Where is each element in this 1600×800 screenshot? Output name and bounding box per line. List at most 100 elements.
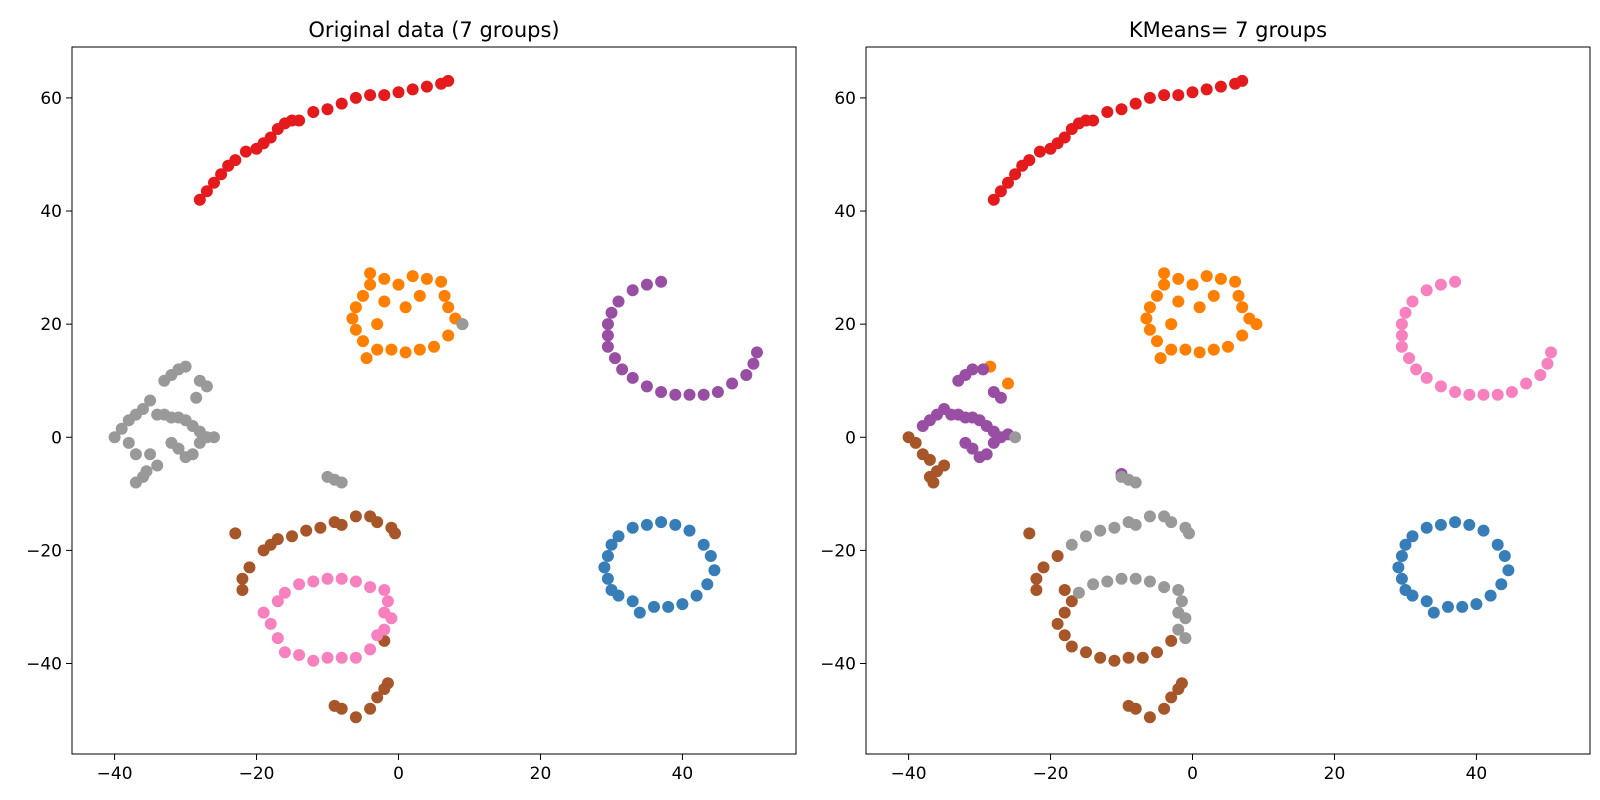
data-point: [1420, 284, 1433, 297]
x-tick-label: 40: [1466, 764, 1488, 784]
data-point: [1232, 289, 1245, 302]
data-point: [1449, 386, 1462, 398]
data-point: [442, 301, 455, 314]
data-point: [165, 436, 178, 449]
data-point: [1236, 329, 1249, 342]
x-tick-label: −40: [97, 764, 133, 784]
data-point: [321, 572, 334, 585]
data-point: [1129, 97, 1142, 110]
data-point: [1420, 595, 1433, 608]
data-point: [1058, 584, 1071, 596]
data-point: [413, 289, 426, 302]
y-tick-label: 60: [40, 89, 62, 109]
data-point: [1072, 586, 1085, 599]
data-point: [1193, 346, 1206, 359]
data-point: [977, 363, 990, 376]
data-point: [640, 518, 653, 531]
data-point: [711, 386, 724, 398]
data-point: [349, 510, 362, 523]
data-point: [923, 453, 936, 466]
data-point: [108, 431, 121, 444]
x-tick-label: 20: [530, 764, 552, 784]
data-point: [1122, 651, 1135, 664]
data-point: [1395, 572, 1408, 585]
data-point: [1463, 518, 1476, 531]
data-point: [364, 643, 377, 656]
data-point: [1399, 306, 1412, 319]
data-point: [364, 581, 377, 594]
data-point: [1427, 606, 1440, 619]
data-point: [357, 335, 369, 348]
data-point: [605, 538, 618, 551]
data-point: [683, 388, 696, 401]
data-point: [1175, 595, 1188, 608]
y-tick-label: −40: [26, 655, 62, 675]
data-point: [257, 137, 270, 150]
data-point: [747, 357, 760, 370]
data-point: [994, 185, 1007, 198]
data-point: [1491, 388, 1504, 401]
data-point: [1094, 651, 1107, 664]
data-point: [612, 530, 625, 543]
data-point: [1186, 278, 1199, 291]
data-point: [626, 595, 639, 608]
data-point: [321, 651, 334, 664]
x-tick-label: −20: [239, 764, 275, 784]
data-point: [1207, 343, 1220, 356]
data-point: [1434, 278, 1447, 291]
data-point: [278, 586, 291, 599]
data-point: [616, 363, 629, 376]
data-point: [1154, 352, 1167, 365]
data-point: [1023, 154, 1036, 167]
data-point: [1129, 702, 1142, 715]
data-point: [371, 318, 384, 331]
data-point: [208, 431, 220, 444]
y-tick-label: −20: [820, 541, 856, 561]
data-point: [137, 403, 149, 415]
data-point: [442, 74, 455, 87]
data-point: [392, 278, 405, 291]
data-point: [609, 352, 621, 365]
data-point: [193, 436, 206, 449]
data-point: [314, 521, 327, 534]
data-point: [1009, 168, 1022, 181]
data-point: [1172, 584, 1185, 596]
data-point: [1094, 524, 1107, 537]
data-point: [676, 598, 689, 611]
data-point: [1434, 518, 1447, 531]
data-point: [1410, 363, 1423, 376]
data-point: [1051, 617, 1064, 630]
data-point: [190, 391, 203, 404]
x-tick-label: −40: [891, 764, 927, 784]
y-tick-label: 0: [51, 428, 62, 448]
data-point: [346, 312, 359, 325]
data-point: [1395, 318, 1408, 331]
data-point: [381, 677, 394, 690]
points-group: [108, 74, 763, 724]
data-point: [378, 89, 391, 102]
data-point: [1058, 629, 1071, 642]
data-point: [428, 340, 440, 353]
data-point: [1250, 318, 1263, 331]
data-point: [229, 154, 242, 167]
points-group: [902, 74, 1557, 724]
data-point: [1420, 371, 1433, 384]
data-point: [1080, 646, 1092, 659]
data-point: [435, 275, 448, 288]
data-point: [371, 516, 384, 529]
data-point: [1541, 357, 1554, 370]
data-point: [1534, 369, 1547, 381]
data-point: [385, 343, 398, 356]
chart-panel-1: Original data (7 groups) −40 −20 0 20 40 −40 −2…: [26, 18, 797, 784]
data-point: [335, 651, 348, 664]
data-point: [751, 346, 763, 359]
data-point: [1200, 83, 1213, 96]
data-point: [257, 606, 270, 619]
data-point: [655, 386, 668, 398]
data-point: [1449, 516, 1462, 529]
data-point: [1140, 312, 1153, 325]
data-point: [200, 380, 213, 393]
data-point: [1101, 106, 1114, 118]
data-point: [335, 702, 348, 715]
